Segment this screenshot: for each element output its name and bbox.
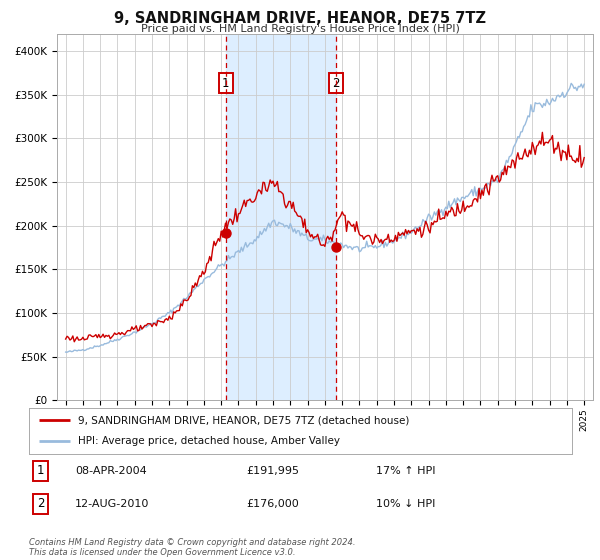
- Text: HPI: Average price, detached house, Amber Valley: HPI: Average price, detached house, Ambe…: [77, 436, 340, 446]
- Text: 9, SANDRINGHAM DRIVE, HEANOR, DE75 7TZ: 9, SANDRINGHAM DRIVE, HEANOR, DE75 7TZ: [114, 11, 486, 26]
- Text: Contains HM Land Registry data © Crown copyright and database right 2024.: Contains HM Land Registry data © Crown c…: [29, 538, 355, 547]
- Text: Price paid vs. HM Land Registry's House Price Index (HPI): Price paid vs. HM Land Registry's House …: [140, 24, 460, 34]
- Text: 2: 2: [37, 497, 44, 510]
- Text: 08-APR-2004: 08-APR-2004: [75, 466, 147, 476]
- Text: 9, SANDRINGHAM DRIVE, HEANOR, DE75 7TZ (detached house): 9, SANDRINGHAM DRIVE, HEANOR, DE75 7TZ (…: [77, 415, 409, 425]
- Text: £191,995: £191,995: [246, 466, 299, 476]
- Text: 1: 1: [37, 464, 44, 478]
- Bar: [226, 34, 335, 400]
- Text: 2: 2: [332, 77, 340, 90]
- Text: This data is licensed under the Open Government Licence v3.0.: This data is licensed under the Open Gov…: [29, 548, 295, 557]
- Text: 1: 1: [222, 77, 230, 90]
- Text: 12-AUG-2010: 12-AUG-2010: [75, 499, 149, 508]
- Text: 10% ↓ HPI: 10% ↓ HPI: [376, 499, 436, 508]
- Text: 17% ↑ HPI: 17% ↑ HPI: [376, 466, 436, 476]
- Text: £176,000: £176,000: [246, 499, 299, 508]
